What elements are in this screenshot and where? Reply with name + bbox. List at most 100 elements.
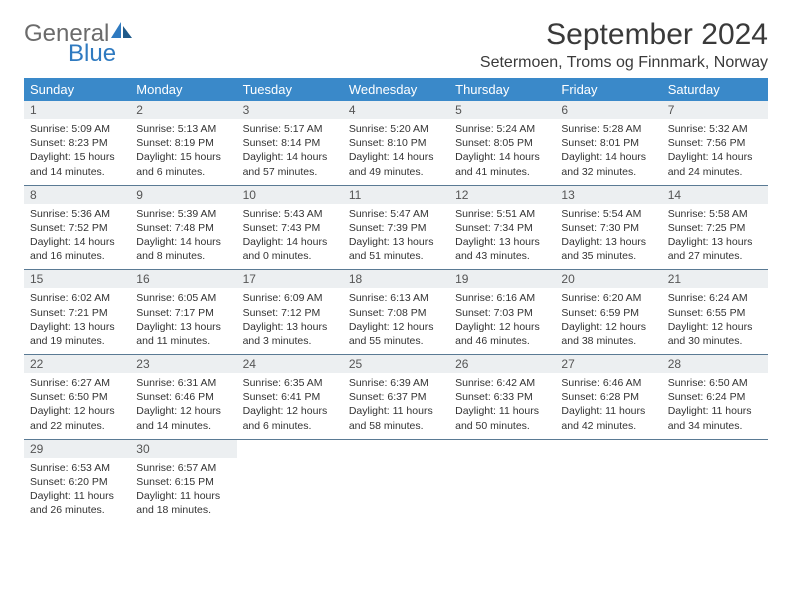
sunrise-line: Sunrise: 5:43 AM	[243, 207, 337, 221]
calendar-cell: .	[343, 439, 449, 523]
calendar-week-row: 8Sunrise: 5:36 AMSunset: 7:52 PMDaylight…	[24, 185, 768, 270]
day-number: 23	[130, 355, 236, 373]
sunrise-line: Sunrise: 5:51 AM	[455, 207, 549, 221]
weekday-header: Thursday	[449, 78, 555, 101]
day-number: 18	[343, 270, 449, 288]
day-number: 12	[449, 186, 555, 204]
sunset-line: Sunset: 7:21 PM	[30, 306, 124, 320]
day-number: 21	[662, 270, 768, 288]
sunrise-line: Sunrise: 6:13 AM	[349, 291, 443, 305]
sunset-line: Sunset: 7:17 PM	[136, 306, 230, 320]
day-number: 6	[555, 101, 661, 119]
day-number: 22	[24, 355, 130, 373]
calendar-cell: 13Sunrise: 5:54 AMSunset: 7:30 PMDayligh…	[555, 185, 661, 270]
day-body: Sunrise: 6:50 AMSunset: 6:24 PMDaylight:…	[662, 373, 768, 439]
daylight-line: Daylight: 11 hours and 26 minutes.	[30, 489, 124, 517]
sunrise-line: Sunrise: 5:28 AM	[561, 122, 655, 136]
day-body: Sunrise: 5:20 AMSunset: 8:10 PMDaylight:…	[343, 119, 449, 185]
calendar-body: 1Sunrise: 5:09 AMSunset: 8:23 PMDaylight…	[24, 101, 768, 523]
day-body: Sunrise: 6:13 AMSunset: 7:08 PMDaylight:…	[343, 288, 449, 354]
day-number: 5	[449, 101, 555, 119]
header: General Blue September 2024 Setermoen, T…	[24, 18, 768, 72]
sunset-line: Sunset: 6:28 PM	[561, 390, 655, 404]
sunrise-line: Sunrise: 5:24 AM	[455, 122, 549, 136]
daylight-line: Daylight: 12 hours and 14 minutes.	[136, 404, 230, 432]
daylight-line: Daylight: 12 hours and 6 minutes.	[243, 404, 337, 432]
day-number: 13	[555, 186, 661, 204]
day-body: Sunrise: 6:31 AMSunset: 6:46 PMDaylight:…	[130, 373, 236, 439]
daylight-line: Daylight: 11 hours and 50 minutes.	[455, 404, 549, 432]
sunset-line: Sunset: 6:37 PM	[349, 390, 443, 404]
day-body: Sunrise: 5:36 AMSunset: 7:52 PMDaylight:…	[24, 204, 130, 270]
sunset-line: Sunset: 7:34 PM	[455, 221, 549, 235]
sunrise-line: Sunrise: 6:16 AM	[455, 291, 549, 305]
day-number: 24	[237, 355, 343, 373]
sunset-line: Sunset: 6:55 PM	[668, 306, 762, 320]
daylight-line: Daylight: 12 hours and 30 minutes.	[668, 320, 762, 348]
day-body: Sunrise: 5:58 AMSunset: 7:25 PMDaylight:…	[662, 204, 768, 270]
calendar-cell: 6Sunrise: 5:28 AMSunset: 8:01 PMDaylight…	[555, 101, 661, 185]
day-body: Sunrise: 5:17 AMSunset: 8:14 PMDaylight:…	[237, 119, 343, 185]
calendar-week-row: 1Sunrise: 5:09 AMSunset: 8:23 PMDaylight…	[24, 101, 768, 185]
sunrise-line: Sunrise: 6:35 AM	[243, 376, 337, 390]
sunrise-line: Sunrise: 6:46 AM	[561, 376, 655, 390]
day-number: 8	[24, 186, 130, 204]
daylight-line: Daylight: 13 hours and 51 minutes.	[349, 235, 443, 263]
day-body: Sunrise: 6:20 AMSunset: 6:59 PMDaylight:…	[555, 288, 661, 354]
calendar-cell: .	[449, 439, 555, 523]
day-body: Sunrise: 6:39 AMSunset: 6:37 PMDaylight:…	[343, 373, 449, 439]
daylight-line: Daylight: 14 hours and 41 minutes.	[455, 150, 549, 178]
sunrise-line: Sunrise: 5:47 AM	[349, 207, 443, 221]
calendar-cell: 19Sunrise: 6:16 AMSunset: 7:03 PMDayligh…	[449, 270, 555, 355]
sunrise-line: Sunrise: 5:58 AM	[668, 207, 762, 221]
calendar-cell: 2Sunrise: 5:13 AMSunset: 8:19 PMDaylight…	[130, 101, 236, 185]
sunset-line: Sunset: 7:12 PM	[243, 306, 337, 320]
sunrise-line: Sunrise: 6:53 AM	[30, 461, 124, 475]
logo-sail-icon	[111, 22, 133, 40]
daylight-line: Daylight: 11 hours and 42 minutes.	[561, 404, 655, 432]
day-body: Sunrise: 5:39 AMSunset: 7:48 PMDaylight:…	[130, 204, 236, 270]
weekday-header: Saturday	[662, 78, 768, 101]
calendar-cell: .	[662, 439, 768, 523]
sunset-line: Sunset: 6:50 PM	[30, 390, 124, 404]
calendar-cell: 17Sunrise: 6:09 AMSunset: 7:12 PMDayligh…	[237, 270, 343, 355]
daylight-line: Daylight: 13 hours and 3 minutes.	[243, 320, 337, 348]
sunset-line: Sunset: 7:48 PM	[136, 221, 230, 235]
sunrise-line: Sunrise: 6:50 AM	[668, 376, 762, 390]
day-body: Sunrise: 6:35 AMSunset: 6:41 PMDaylight:…	[237, 373, 343, 439]
calendar-cell: .	[237, 439, 343, 523]
sunrise-line: Sunrise: 6:24 AM	[668, 291, 762, 305]
day-body: Sunrise: 6:16 AMSunset: 7:03 PMDaylight:…	[449, 288, 555, 354]
day-body: Sunrise: 5:51 AMSunset: 7:34 PMDaylight:…	[449, 204, 555, 270]
calendar-cell: 8Sunrise: 5:36 AMSunset: 7:52 PMDaylight…	[24, 185, 130, 270]
day-number: 15	[24, 270, 130, 288]
day-body: Sunrise: 6:27 AMSunset: 6:50 PMDaylight:…	[24, 373, 130, 439]
daylight-line: Daylight: 13 hours and 27 minutes.	[668, 235, 762, 263]
calendar-cell: 26Sunrise: 6:42 AMSunset: 6:33 PMDayligh…	[449, 355, 555, 440]
sunset-line: Sunset: 7:56 PM	[668, 136, 762, 150]
calendar-cell: 1Sunrise: 5:09 AMSunset: 8:23 PMDaylight…	[24, 101, 130, 185]
calendar-cell: 16Sunrise: 6:05 AMSunset: 7:17 PMDayligh…	[130, 270, 236, 355]
weekday-header: Sunday	[24, 78, 130, 101]
day-body: Sunrise: 5:28 AMSunset: 8:01 PMDaylight:…	[555, 119, 661, 185]
day-body: Sunrise: 6:24 AMSunset: 6:55 PMDaylight:…	[662, 288, 768, 354]
sunset-line: Sunset: 7:52 PM	[30, 221, 124, 235]
day-body: Sunrise: 6:53 AMSunset: 6:20 PMDaylight:…	[24, 458, 130, 524]
calendar-cell: 7Sunrise: 5:32 AMSunset: 7:56 PMDaylight…	[662, 101, 768, 185]
sunset-line: Sunset: 6:15 PM	[136, 475, 230, 489]
daylight-line: Daylight: 14 hours and 16 minutes.	[30, 235, 124, 263]
day-number: 28	[662, 355, 768, 373]
daylight-line: Daylight: 12 hours and 22 minutes.	[30, 404, 124, 432]
daylight-line: Daylight: 13 hours and 43 minutes.	[455, 235, 549, 263]
day-number: 11	[343, 186, 449, 204]
calendar-table: SundayMondayTuesdayWednesdayThursdayFrid…	[24, 78, 768, 523]
calendar-cell: 18Sunrise: 6:13 AMSunset: 7:08 PMDayligh…	[343, 270, 449, 355]
day-body: Sunrise: 5:47 AMSunset: 7:39 PMDaylight:…	[343, 204, 449, 270]
daylight-line: Daylight: 14 hours and 57 minutes.	[243, 150, 337, 178]
calendar-cell: 28Sunrise: 6:50 AMSunset: 6:24 PMDayligh…	[662, 355, 768, 440]
calendar-cell: 4Sunrise: 5:20 AMSunset: 8:10 PMDaylight…	[343, 101, 449, 185]
day-number: 2	[130, 101, 236, 119]
sunrise-line: Sunrise: 5:17 AM	[243, 122, 337, 136]
calendar-cell: 21Sunrise: 6:24 AMSunset: 6:55 PMDayligh…	[662, 270, 768, 355]
sunset-line: Sunset: 6:33 PM	[455, 390, 549, 404]
